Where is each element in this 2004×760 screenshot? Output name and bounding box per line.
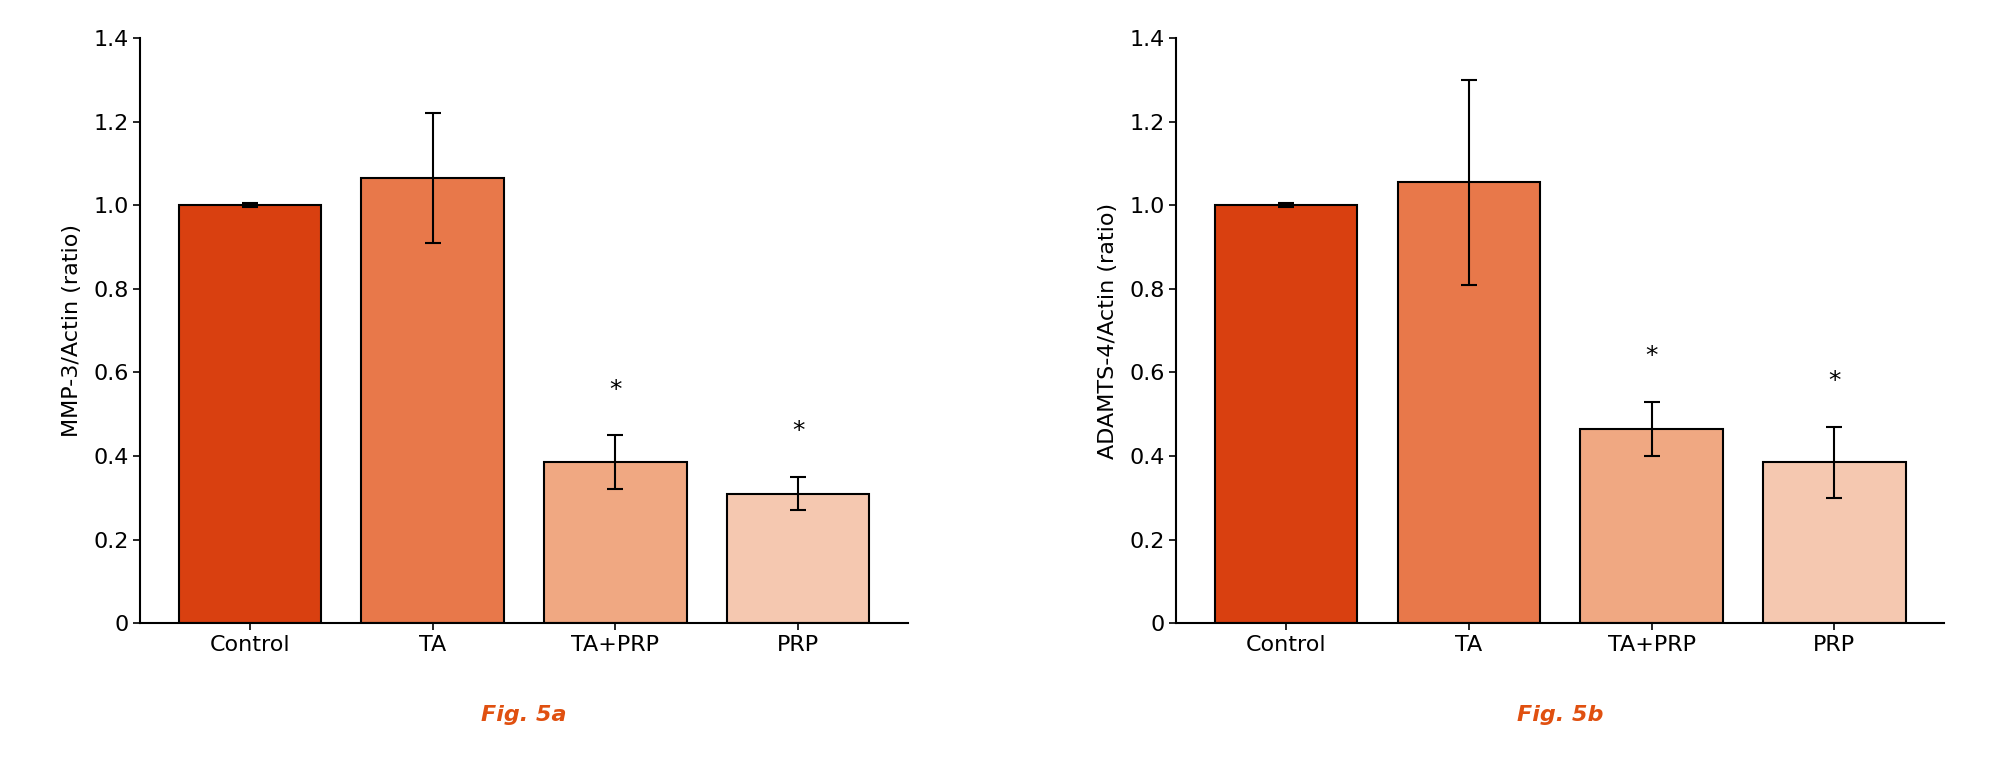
Bar [1581,429,1723,623]
Text: Fig. 5b: Fig. 5b [1517,705,1603,725]
Bar [545,462,687,623]
Bar [361,178,503,623]
Text: *: * [1828,369,1840,394]
Y-axis label: ADAMTS-4/Actin (ratio): ADAMTS-4/Actin (ratio) [1098,202,1118,459]
Text: Fig. 5a: Fig. 5a [481,705,567,725]
Bar [727,494,870,623]
Bar [1397,182,1539,623]
Bar [1764,462,1906,623]
Bar [178,205,321,623]
Y-axis label: MMP-3/Actin (ratio): MMP-3/Actin (ratio) [62,224,82,437]
Bar [1214,205,1357,623]
Text: *: * [792,420,804,444]
Text: *: * [609,378,621,401]
Text: *: * [1645,344,1657,369]
